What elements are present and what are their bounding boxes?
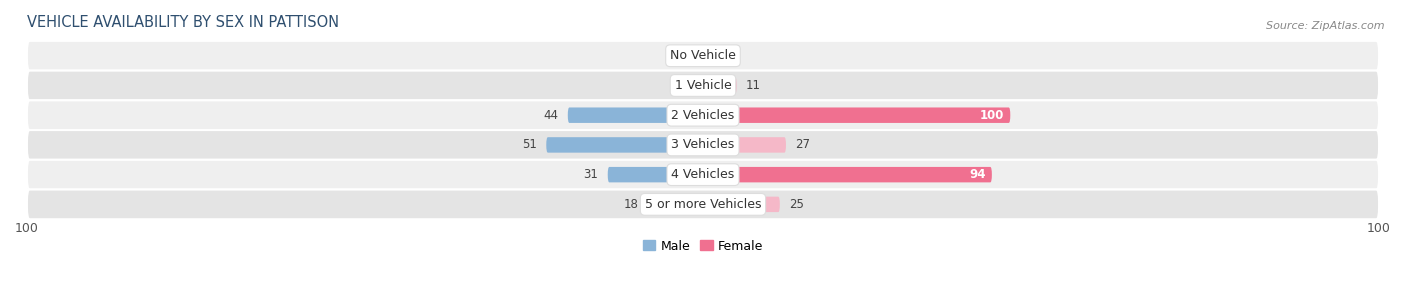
Text: 11: 11 [747,79,761,92]
FancyBboxPatch shape [27,100,1379,130]
Text: No Vehicle: No Vehicle [671,49,735,62]
FancyBboxPatch shape [648,197,703,212]
Text: 0: 0 [686,49,693,62]
Text: 18: 18 [624,198,638,211]
Text: 1 Vehicle: 1 Vehicle [675,79,731,92]
FancyBboxPatch shape [27,160,1379,189]
FancyBboxPatch shape [27,41,1379,71]
Text: 5 or more Vehicles: 5 or more Vehicles [645,198,761,211]
Text: 44: 44 [544,109,558,122]
FancyBboxPatch shape [27,71,1379,100]
FancyBboxPatch shape [688,78,703,93]
Text: 5: 5 [671,79,679,92]
Text: 94: 94 [969,168,986,181]
FancyBboxPatch shape [27,189,1379,219]
Text: 25: 25 [789,198,804,211]
Text: VEHICLE AVAILABILITY BY SEX IN PATTISON: VEHICLE AVAILABILITY BY SEX IN PATTISON [27,15,339,30]
Text: 100: 100 [980,109,1004,122]
Text: 0: 0 [713,49,720,62]
Text: 2 Vehicles: 2 Vehicles [672,109,734,122]
FancyBboxPatch shape [703,137,786,153]
Text: 3 Vehicles: 3 Vehicles [672,138,734,151]
Text: 4 Vehicles: 4 Vehicles [672,168,734,181]
FancyBboxPatch shape [703,78,737,93]
FancyBboxPatch shape [703,197,780,212]
Text: 51: 51 [522,138,537,151]
Legend: Male, Female: Male, Female [638,235,768,258]
Text: Source: ZipAtlas.com: Source: ZipAtlas.com [1267,21,1385,31]
Text: 27: 27 [796,138,810,151]
Text: 31: 31 [583,168,599,181]
FancyBboxPatch shape [703,167,991,182]
FancyBboxPatch shape [27,130,1379,160]
FancyBboxPatch shape [568,107,703,123]
FancyBboxPatch shape [703,107,1011,123]
FancyBboxPatch shape [547,137,703,153]
FancyBboxPatch shape [607,167,703,182]
